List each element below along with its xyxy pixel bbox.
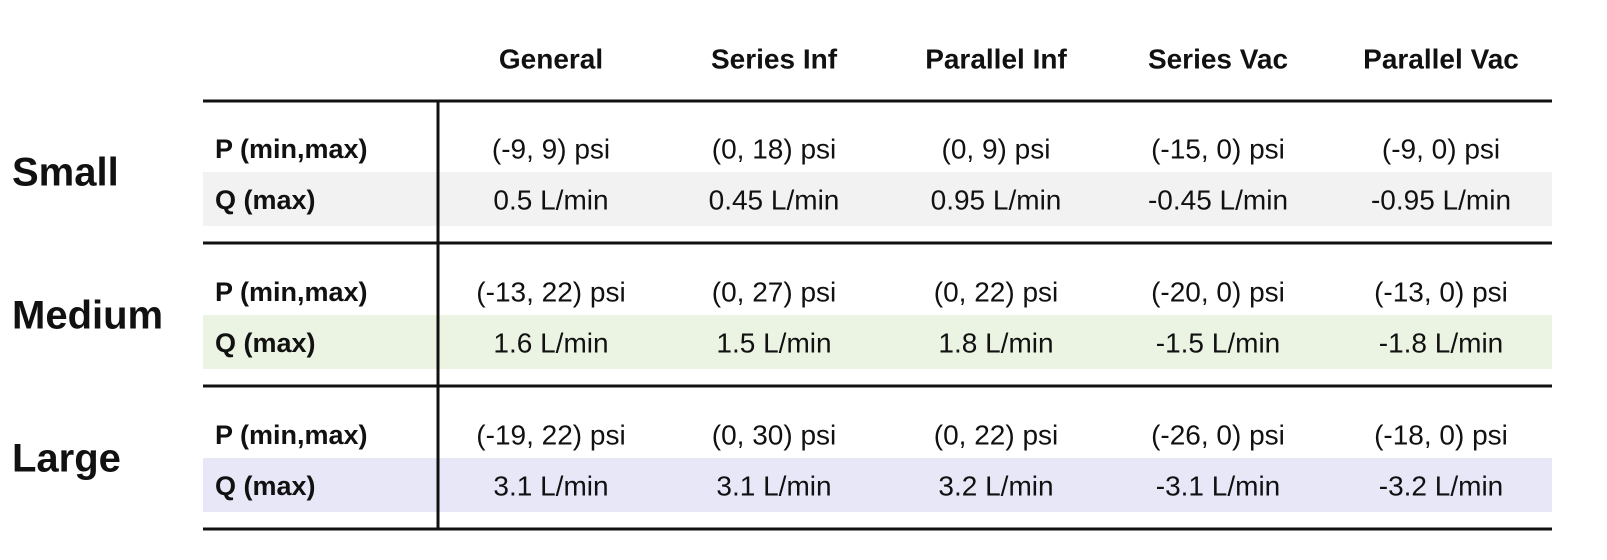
column-header: Parallel Vac (1363, 43, 1519, 74)
row-label: Q (max) (215, 185, 316, 215)
row-label: P (min,max) (215, 134, 368, 164)
cell: 0.95 L/min (931, 184, 1062, 215)
cell: (-26, 0) psi (1151, 419, 1285, 450)
column-header: Series Inf (711, 43, 838, 74)
group-name: Large (12, 437, 121, 481)
cell: (-9, 9) psi (492, 133, 610, 164)
cell: (0, 27) psi (712, 276, 837, 307)
cell: 0.45 L/min (709, 184, 840, 215)
cell: (0, 22) psi (934, 419, 1059, 450)
cell: (-13, 22) psi (476, 276, 625, 307)
row-band (203, 458, 1552, 512)
column-header: Series Vac (1148, 43, 1288, 74)
cell: -1.8 L/min (1379, 327, 1504, 358)
column-header: General (499, 43, 603, 74)
row-band (203, 172, 1552, 226)
cell: (0, 30) psi (712, 419, 837, 450)
group-name: Small (12, 151, 119, 195)
cell: (-15, 0) psi (1151, 133, 1285, 164)
cell: 3.2 L/min (938, 470, 1053, 501)
cell: -0.95 L/min (1371, 184, 1511, 215)
cell: 1.5 L/min (716, 327, 831, 358)
cell: (0, 18) psi (712, 133, 837, 164)
cell: -3.1 L/min (1156, 470, 1281, 501)
row-label: P (min,max) (215, 420, 368, 450)
cell: -3.2 L/min (1379, 470, 1504, 501)
cell: -1.5 L/min (1156, 327, 1281, 358)
cell: 3.1 L/min (493, 470, 608, 501)
cell: (-9, 0) psi (1382, 133, 1500, 164)
cell: 3.1 L/min (716, 470, 831, 501)
row-label: Q (max) (215, 328, 316, 358)
cell: (-20, 0) psi (1151, 276, 1285, 307)
cell: (-18, 0) psi (1374, 419, 1508, 450)
cell: -0.45 L/min (1148, 184, 1288, 215)
cell: 1.6 L/min (493, 327, 608, 358)
cell: 1.8 L/min (938, 327, 1053, 358)
cell: (0, 22) psi (934, 276, 1059, 307)
cell: (-19, 22) psi (476, 419, 625, 450)
cell: (-13, 0) psi (1374, 276, 1508, 307)
row-label: Q (max) (215, 471, 316, 501)
row-label: P (min,max) (215, 277, 368, 307)
group-name: Medium (12, 294, 163, 338)
column-header: Parallel Inf (925, 43, 1067, 74)
row-band (203, 315, 1552, 369)
cell: (0, 9) psi (942, 133, 1051, 164)
cell: 0.5 L/min (493, 184, 608, 215)
